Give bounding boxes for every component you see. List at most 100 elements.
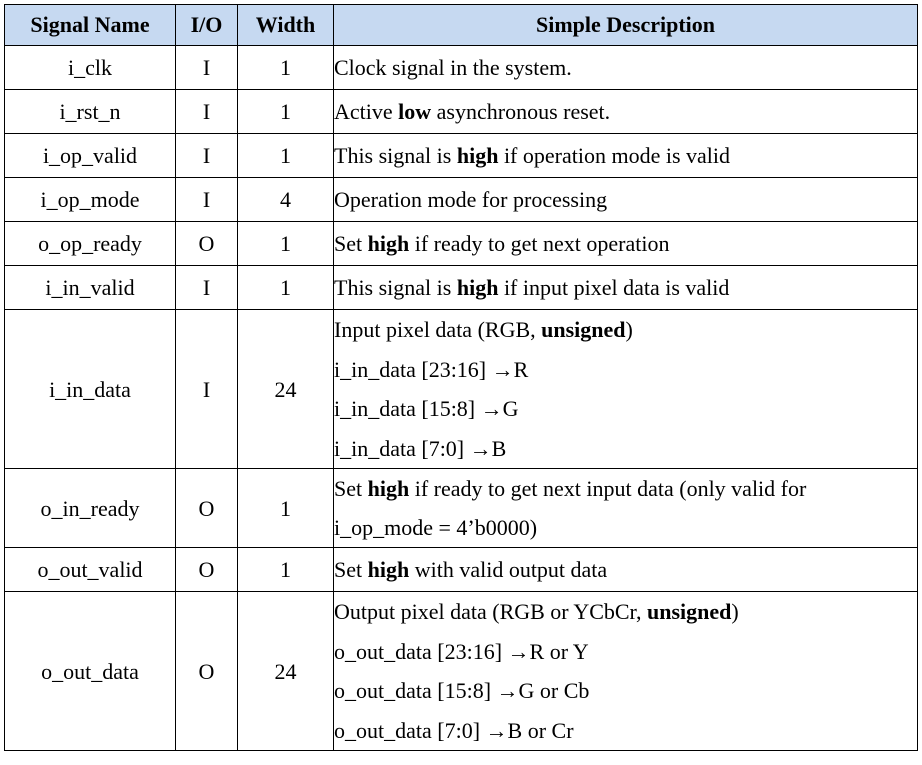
width-cell: 1 <box>237 45 334 90</box>
description-emphasis: high <box>367 557 410 582</box>
description-emphasis: unsigned <box>647 599 732 624</box>
table-row: i_op_valid I 1 This signal is high if opera… <box>4 133 918 178</box>
description-emphasis: high <box>456 275 499 300</box>
description-line: Set high if ready to get next input data… <box>334 469 917 508</box>
description-cell: Output pixel data (RGB or YCbCr, unsigne… <box>333 591 918 751</box>
description-text: if operation mode is valid <box>498 143 730 168</box>
width-cell: 1 <box>237 547 334 592</box>
description-cell: Input pixel data (RGB, unsigned) i_in_dat… <box>333 309 918 469</box>
description-line: o_out_data [15:8] →G or Cb <box>334 671 917 711</box>
io-cell: I <box>175 89 238 134</box>
header-io: I/O <box>175 4 238 46</box>
io-cell: I <box>175 177 238 222</box>
width-cell: 1 <box>237 89 334 134</box>
header-width: Width <box>237 4 334 46</box>
description-text: Set <box>334 476 368 501</box>
description-text: ) <box>625 317 633 342</box>
signal-name-cell: i_rst_n <box>4 89 176 134</box>
description-text: Output pixel data (RGB or YCbCr, <box>334 599 647 624</box>
description-line: i_in_data [23:16] →R <box>334 350 917 390</box>
description-text: Input pixel data (RGB, <box>334 317 542 342</box>
width-cell: 1 <box>237 133 334 178</box>
signal-name-cell: o_out_data <box>4 591 176 751</box>
signal-table: Signal Name I/O Width Simple Description… <box>4 4 918 751</box>
description-cell: Clock signal in the system. <box>333 45 918 90</box>
signal-name-cell: o_out_valid <box>4 547 176 592</box>
width-cell: 1 <box>237 468 334 548</box>
description-line: o_out_data [23:16] →R or Y <box>334 632 917 672</box>
description-cell: Set high if ready to get next input data… <box>333 468 918 548</box>
table-row: i_clk I 1 Clock signal in the system. <box>4 45 918 90</box>
signal-name-cell: i_in_valid <box>4 265 176 310</box>
io-cell: O <box>175 468 238 548</box>
description-emphasis: high <box>367 476 410 501</box>
table-row: o_out_valid O 1 Set high with valid output … <box>4 547 918 592</box>
description-text: if ready to get next input data (only va… <box>409 476 807 501</box>
width-cell: 24 <box>237 591 334 751</box>
description-text: This signal is <box>334 275 457 300</box>
description-line: Active low asynchronous reset. <box>334 92 917 131</box>
width-cell: 4 <box>237 177 334 222</box>
io-cell: I <box>175 45 238 90</box>
io-cell: O <box>175 221 238 266</box>
description-text: if input pixel data is valid <box>498 275 730 300</box>
description-emphasis: high <box>456 143 499 168</box>
description-text: ) <box>731 599 739 624</box>
description-text: Clock signal in the system. <box>334 55 572 80</box>
description-text: o_out_data [7:0] →B or Cr <box>334 717 574 743</box>
description-line: Operation mode for processing <box>334 180 917 219</box>
description-cell: This signal is high if input pixel data … <box>333 265 918 310</box>
description-line: o_out_data [7:0] →B or Cr <box>334 711 917 751</box>
description-line: Output pixel data (RGB or YCbCr, unsigne… <box>334 592 917 632</box>
io-cell: I <box>175 133 238 178</box>
table-header-row: Signal Name I/O Width Simple Description <box>4 4 918 46</box>
io-cell: I <box>175 265 238 310</box>
signal-name-cell: o_in_ready <box>4 468 176 548</box>
io-cell: O <box>175 547 238 592</box>
description-line: Set high if ready to get next operation <box>334 224 917 263</box>
signal-name-cell: i_in_data <box>4 309 176 469</box>
description-text: i_in_data [15:8] →G <box>334 396 519 421</box>
description-text: Active <box>334 99 399 124</box>
description-cell: Active low asynchronous reset. <box>333 89 918 134</box>
signal-name-cell: i_op_mode <box>4 177 176 222</box>
description-line: i_in_data [15:8] →G <box>334 389 917 429</box>
table-row: i_in_valid I 1 This signal is high if input… <box>4 265 918 310</box>
description-text: o_out_data [23:16] →R or Y <box>334 638 589 664</box>
description-cell: Operation mode for processing <box>333 177 918 222</box>
table-row: i_op_mode I 4 Operation mode for processing <box>4 177 918 222</box>
table-row: o_in_ready O 1 Set high if ready to get nex… <box>4 468 918 548</box>
table-body: i_clk I 1 Clock signal in the system. i_rst_… <box>4 45 918 751</box>
description-line: i_in_data [7:0] →B <box>334 429 917 469</box>
table-row: o_op_ready O 1 Set high if ready to get nex… <box>4 221 918 266</box>
description-line: Clock signal in the system. <box>334 48 917 87</box>
description-text: Set <box>334 231 368 256</box>
signal-name-cell: i_clk <box>4 45 176 90</box>
description-emphasis: low <box>398 99 432 124</box>
io-cell: I <box>175 309 238 469</box>
signal-name-cell: o_op_ready <box>4 221 176 266</box>
table-row: o_out_data O 24 Output pixel data (RGB or Y… <box>4 591 918 751</box>
header-description: Simple Description <box>333 4 918 46</box>
description-cell: Set high if ready to get next operation <box>333 221 918 266</box>
header-signal-name: Signal Name <box>4 4 176 46</box>
description-emphasis: unsigned <box>541 317 626 342</box>
table-row: i_rst_n I 1 Active low asynchronous reset. <box>4 89 918 134</box>
io-cell: O <box>175 591 238 751</box>
description-text: Operation mode for processing <box>334 187 608 212</box>
table-row: i_in_data I 24 Input pixel data (RGB, unsig… <box>4 309 918 469</box>
description-line: i_op_mode = 4’b0000) <box>334 508 917 547</box>
width-cell: 1 <box>237 265 334 310</box>
description-text: if ready to get next operation <box>409 231 670 256</box>
description-text: i_in_data [7:0] →B <box>334 435 507 461</box>
width-cell: 24 <box>237 309 334 469</box>
description-text: o_out_data [15:8] →G or Cb <box>334 678 590 703</box>
signal-name-cell: i_op_valid <box>4 133 176 178</box>
description-text: i_op_mode = 4’b0000) <box>334 515 538 540</box>
description-text: i_in_data [23:16] →R <box>334 356 529 382</box>
description-text: Set <box>334 557 368 582</box>
description-line: Input pixel data (RGB, unsigned) <box>334 310 917 350</box>
width-cell: 1 <box>237 221 334 266</box>
description-line: This signal is high if input pixel data … <box>334 268 917 307</box>
description-emphasis: high <box>367 231 410 256</box>
